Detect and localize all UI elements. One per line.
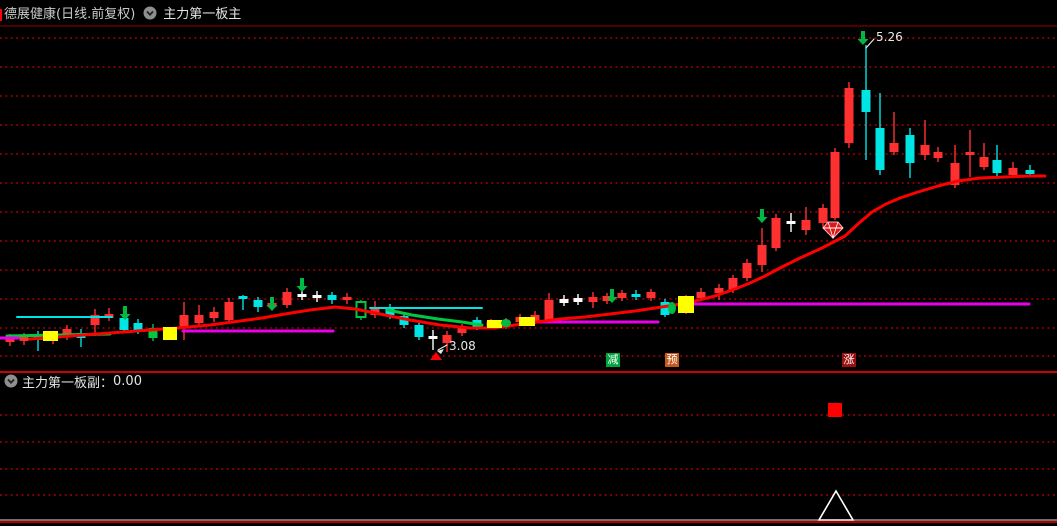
candle-body: [119, 318, 129, 330]
candle-body: [920, 145, 930, 155]
candle-body: [1025, 170, 1035, 174]
sub-red-square-signal: [828, 403, 842, 417]
candle-body: [728, 278, 738, 290]
candle-body: [617, 293, 627, 298]
signal-badge: 减: [606, 353, 620, 367]
candle-body: [62, 329, 72, 336]
candle-body: [544, 300, 554, 320]
candle-body: [742, 263, 752, 278]
diamond-icon: [827, 221, 839, 240]
green-ma-line: [386, 308, 484, 327]
candle-body: [830, 152, 840, 218]
candle-body: [818, 208, 828, 223]
green-dot-marker: [501, 319, 511, 327]
candle-body: [327, 295, 337, 300]
green-down-arrow-icon: [606, 289, 618, 303]
candle-body: [844, 88, 854, 143]
candle-body: [875, 128, 885, 170]
candle-body: [1008, 168, 1018, 175]
candle-body: [757, 245, 767, 265]
yellow-box-marker: [678, 296, 694, 313]
candle-body: [979, 157, 989, 167]
candle-body: [414, 325, 424, 337]
candle-body: [905, 135, 915, 163]
price-annotation: 5.26: [876, 30, 903, 44]
candle-body: [253, 300, 263, 307]
symbol-title: 德展健康(日线.前复权): [4, 7, 136, 22]
candle-body: [90, 315, 100, 325]
left-edge-marker: [0, 9, 2, 21]
candle-body: [428, 336, 438, 339]
candle-body: [573, 298, 583, 302]
candle-body: [179, 315, 189, 327]
candle-body: [933, 152, 943, 158]
candle-body: [696, 292, 706, 298]
candle-body: [342, 297, 352, 300]
candle-body: [5, 338, 15, 342]
candle-body: [238, 296, 248, 299]
yellow-box-marker: [519, 317, 535, 326]
sub-indicator-bar: 主力第一板副： 0.00: [0, 371, 1057, 391]
signal-badge: 预: [665, 353, 679, 367]
price-annotation: 3.08: [449, 339, 476, 353]
green-down-arrow-icon: [266, 297, 278, 311]
candle-body: [714, 288, 724, 293]
chevron-down-icon[interactable]: [143, 6, 157, 20]
candle-body: [965, 152, 975, 155]
candle-body: [148, 328, 158, 338]
candle-body: [771, 218, 781, 248]
candle-body: [457, 328, 467, 333]
candle-body: [209, 312, 219, 318]
candle-body: [602, 296, 612, 301]
candle-body: [399, 316, 409, 325]
sub-indicator-value: 0.00: [113, 373, 142, 389]
candle-body: [194, 315, 204, 323]
main-indicator-name[interactable]: 主力第一板主: [163, 7, 242, 22]
sub-indicator-name[interactable]: 主力第一板副：: [22, 375, 114, 391]
yellow-box-marker: [487, 320, 502, 328]
green-dot-marker: [668, 302, 676, 314]
sub-white-triangle-signal: [817, 489, 855, 521]
annotation-arrowhead: [437, 349, 444, 354]
candle-body: [559, 299, 569, 303]
candle-body: [646, 292, 656, 298]
diamond-icon: [822, 221, 844, 239]
red-ma-line: [28, 174, 1047, 341]
candle-body: [801, 220, 811, 230]
candle-body: [588, 297, 598, 302]
candle-body: [282, 292, 292, 305]
title-bar: 德展健康(日线.前复权) 主力第一板主: [0, 0, 1057, 27]
candle-body: [631, 294, 641, 297]
annotation-pointer: [865, 38, 875, 49]
candle-body: [312, 295, 322, 298]
candle-body: [297, 294, 307, 297]
green-down-arrow-icon: [756, 209, 768, 223]
candle-body: [224, 302, 234, 320]
candle-body: [992, 160, 1002, 173]
candle-body: [889, 143, 899, 152]
yellow-box-marker: [43, 331, 58, 341]
candle-body: [19, 336, 29, 341]
signal-badge: 涨: [842, 353, 856, 367]
annotation-pointer: [437, 344, 448, 351]
candle-body: [660, 302, 670, 315]
candle-body: [442, 335, 452, 343]
yellow-box-marker: [163, 327, 177, 340]
candle-body: [133, 323, 143, 330]
green-down-arrow-icon: [119, 306, 131, 320]
candle-body: [861, 90, 871, 112]
candle-body: [950, 163, 960, 185]
red-up-triangle-icon: [430, 352, 442, 360]
green-down-arrow-icon: [296, 278, 308, 292]
chevron-down-icon[interactable]: [4, 374, 18, 388]
green-down-arrow-icon: [857, 31, 869, 45]
candle-body: [786, 221, 796, 224]
